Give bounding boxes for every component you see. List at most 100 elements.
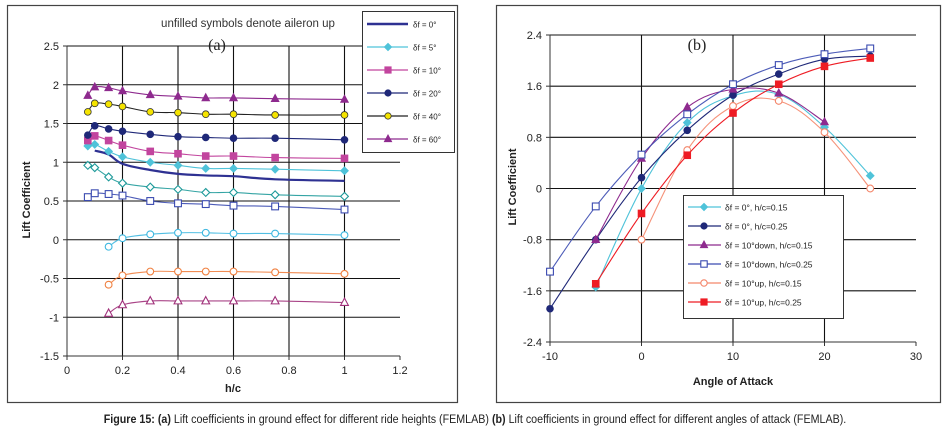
data-point bbox=[84, 131, 92, 139]
data-point bbox=[271, 202, 280, 211]
data-point bbox=[546, 267, 554, 276]
data-point bbox=[591, 234, 601, 243]
series-f-20 bbox=[84, 122, 349, 144]
y-tick-label: 1.5 bbox=[44, 119, 59, 131]
chart-panel-a: -1.5-1-0.500.511.522.50 0.2 0.4 0.6 0.8 1 1.2 … bbox=[6, 4, 459, 404]
data-point bbox=[118, 234, 127, 243]
x-tick-label: -10 bbox=[542, 351, 558, 363]
series-f-10-up-h-c-0-25 bbox=[591, 54, 875, 288]
data-point bbox=[104, 242, 113, 251]
data-point bbox=[546, 304, 554, 313]
x-tick-label: 30 bbox=[910, 351, 922, 363]
legend-label: δf = 0°, h/c=0.15 bbox=[725, 203, 788, 213]
data-point bbox=[270, 190, 280, 200]
legend-label: δf = 10° bbox=[413, 67, 441, 76]
data-point bbox=[90, 99, 99, 108]
data-point bbox=[201, 187, 211, 198]
y-tick-label: 0.5 bbox=[44, 196, 59, 208]
data-point bbox=[118, 271, 127, 280]
data-point bbox=[683, 151, 692, 160]
data-point bbox=[104, 125, 113, 133]
data-point bbox=[173, 160, 183, 170]
data-point bbox=[201, 200, 210, 209]
legend-item: δf = 10°down, h/c=0.25 bbox=[688, 260, 813, 270]
legend-swatch-marker bbox=[700, 298, 708, 306]
legend-swatch-marker bbox=[700, 260, 708, 268]
data-point bbox=[118, 141, 127, 150]
data-point bbox=[820, 50, 829, 59]
legend-label: δf = 5° bbox=[413, 44, 436, 53]
caption-part-a-text: Lift coefficients in ground effect for d… bbox=[173, 414, 489, 426]
data-point bbox=[118, 127, 127, 136]
data-point bbox=[104, 280, 113, 289]
legend-swatch-marker bbox=[384, 89, 392, 97]
series-line bbox=[94, 149, 345, 182]
y-tick-label: 2.4 bbox=[527, 30, 542, 42]
data-point bbox=[229, 229, 238, 238]
legend-swatch-marker bbox=[383, 42, 393, 52]
data-point bbox=[271, 134, 279, 143]
panel-a-xlabel: h/c bbox=[225, 383, 241, 395]
series-f-10 bbox=[84, 132, 349, 163]
data-point bbox=[201, 92, 211, 102]
panel-a-ylabel: Lift Coefficient bbox=[21, 161, 33, 238]
panel-a-annotation: unfilled symbols denote aileron up bbox=[161, 18, 335, 30]
data-point bbox=[117, 178, 128, 188]
data-point bbox=[774, 87, 784, 97]
data-point bbox=[83, 193, 92, 202]
x-tick-label: 0 bbox=[64, 365, 70, 377]
data-point bbox=[866, 44, 875, 53]
series-f-10-up-h-c-0-15 bbox=[637, 96, 875, 244]
y-tick-label: -0.8 bbox=[523, 235, 542, 247]
panel-b-xlabel: Angle of Attack bbox=[693, 376, 774, 388]
legend-swatch-marker bbox=[384, 112, 392, 120]
legend-item: δf = 60° bbox=[367, 133, 441, 145]
data-point bbox=[174, 228, 182, 237]
data-point bbox=[90, 162, 100, 173]
x-tick-label: 0.6 bbox=[226, 365, 241, 377]
data-point bbox=[591, 202, 600, 211]
series-line bbox=[87, 102, 345, 116]
series-f-20-up bbox=[104, 228, 349, 251]
series-line bbox=[87, 135, 345, 159]
caption-part-b-label: (b) bbox=[491, 414, 506, 426]
data-point bbox=[729, 91, 737, 99]
legend-item: δf = 10°up, h/c=0.15 bbox=[688, 279, 802, 289]
panel-a-series bbox=[83, 81, 350, 317]
data-point bbox=[146, 108, 155, 116]
series-line bbox=[87, 85, 345, 101]
x-tick-label: 1 bbox=[341, 365, 347, 377]
data-point bbox=[200, 295, 211, 305]
y-tick-label: -1.6 bbox=[523, 286, 542, 298]
y-tick-label: 0 bbox=[536, 184, 542, 196]
data-point bbox=[174, 149, 182, 158]
data-point bbox=[104, 100, 113, 108]
y-tick-label: 2 bbox=[53, 80, 59, 92]
legend-item: δf = 0°, h/c=0.25 bbox=[688, 222, 788, 232]
legend-label: δf = 60° bbox=[413, 136, 441, 145]
x-tick-label: 0 bbox=[638, 351, 644, 363]
data-point bbox=[270, 295, 280, 305]
series-f-5 bbox=[83, 139, 349, 176]
caption-figure-label: Figure 15: bbox=[103, 414, 155, 426]
legend-swatch-marker bbox=[699, 202, 709, 212]
legend-swatch-marker bbox=[384, 66, 392, 74]
data-point bbox=[729, 80, 737, 89]
data-point bbox=[104, 190, 113, 198]
panel-b-legend: δf = 0°, h/c=0.15 δf = 0°, h/c=0.25 δf = 1… bbox=[683, 195, 844, 319]
data-point bbox=[174, 108, 182, 117]
data-point bbox=[201, 110, 210, 118]
legend-item: δf = 40° bbox=[367, 112, 441, 122]
data-point bbox=[90, 139, 100, 149]
figure-canvas: -1.5-1-0.500.511.522.50 0.2 0.4 0.6 0.8 1 1.2 … bbox=[6, 4, 942, 404]
series-f-40-up bbox=[104, 267, 349, 289]
data-point bbox=[339, 191, 350, 202]
panel-a-label: (a) bbox=[208, 37, 226, 54]
data-point bbox=[340, 135, 349, 144]
y-tick-label: -1 bbox=[49, 312, 59, 324]
data-point bbox=[118, 152, 127, 162]
series-line bbox=[641, 97, 871, 240]
panel-b-border bbox=[495, 4, 942, 404]
data-point bbox=[228, 187, 239, 198]
legend-label: δf = 10°up, h/c=0.25 bbox=[725, 298, 802, 308]
